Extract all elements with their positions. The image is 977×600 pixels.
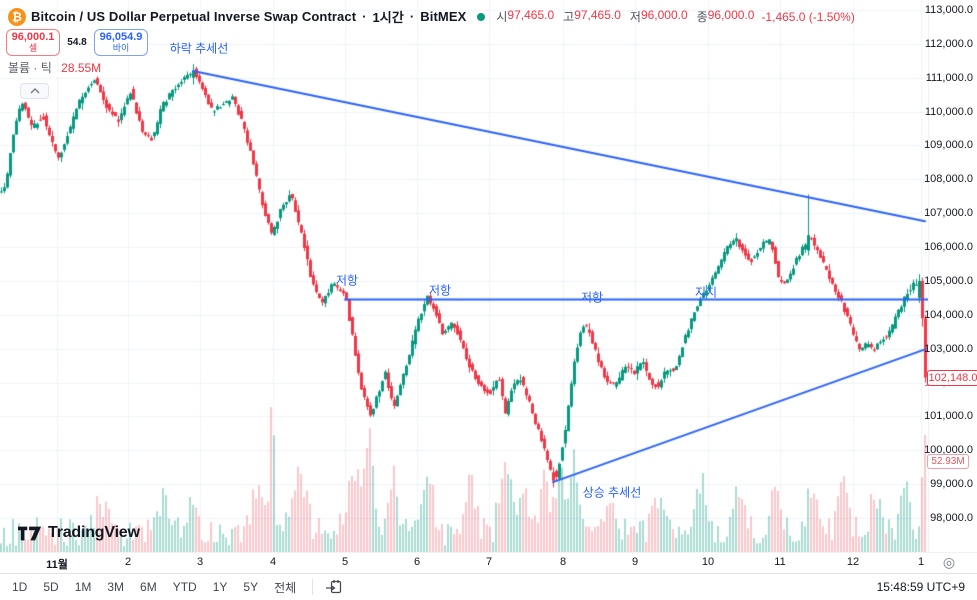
price-axis-label: 103,000.0 (924, 342, 973, 355)
price-axis-label: 110,000.0 (924, 105, 973, 118)
price-axis-label: 108,000.0 (924, 173, 973, 186)
sell-button[interactable]: 96,000.1 셀 (6, 29, 60, 56)
trade-buttons-panel: 96,000.1 셀 54.8 96,054.9 바이 (6, 29, 148, 56)
range-button-ytd[interactable]: YTD (172, 580, 197, 594)
range-button-3m[interactable]: 3M (107, 580, 125, 594)
trendline-label[interactable]: 지지 (694, 285, 718, 300)
time-axis-label: 7 (485, 556, 493, 568)
market-open-status-icon (477, 12, 486, 21)
trendline-label[interactable]: 저항 (428, 283, 452, 298)
calendar-arrow-icon (326, 580, 342, 594)
buy-button[interactable]: 96,054.9 바이 (94, 29, 148, 56)
chart-legend-header: ₿ Bitcoin / US Dollar Perpetual Inverse … (8, 7, 855, 26)
range-button-5d[interactable]: 5D (43, 580, 59, 594)
current-price-tag: 102,148.0 (927, 369, 977, 386)
price-axis-label: 101,000.0 (924, 410, 973, 423)
price-chart-canvas[interactable] (0, 0, 928, 552)
time-axis-label: 12 (846, 556, 860, 568)
volume-value-tag: 52.93M (927, 454, 969, 469)
ohlc-values: 시 97,465.0 고 97,465.0 저 96,000.0 종 96,000.0 (496, 8, 754, 25)
price-axis-label: 105,000.0 (924, 274, 973, 287)
buy-price: 96,054.9 (99, 31, 143, 43)
range-button-1d[interactable]: 1D (12, 580, 28, 594)
ohlc-item: 고 97,465.0 (563, 8, 621, 24)
range-button-1m[interactable]: 1M (74, 580, 92, 594)
time-axis-label: 3 (196, 556, 204, 568)
price-axis-label: 98,000.0 (930, 512, 973, 524)
volume-legend-value: 28.55M (61, 61, 102, 75)
range-button-1y[interactable]: 1Y (212, 580, 228, 594)
time-axis-label: 6 (413, 556, 421, 568)
exchange-label[interactable]: BitMEX (420, 9, 467, 24)
price-axis-label: 106,000.0 (924, 241, 973, 254)
tradingview-logo-text: TradingView (48, 524, 140, 541)
price-axis-label: 104,000.0 (924, 308, 973, 321)
collapse-pane-button[interactable] (20, 83, 49, 99)
trendline-label[interactable]: 저항 (580, 290, 604, 305)
price-axis-label: 107,000.0 (924, 207, 973, 220)
interval-label[interactable]: 1시간 (372, 10, 404, 25)
bitcoin-icon: ₿ (8, 7, 26, 26)
range-button-전체[interactable]: 전체 (274, 580, 297, 595)
trendline-label[interactable]: 하락 추세선 (169, 41, 229, 56)
volume-legend-label: 볼륨 · 틱 (8, 61, 52, 75)
price-axis-label: 112,000.0 (924, 37, 973, 50)
spread-value: 54.8 (67, 37, 87, 48)
time-axis-label: 1 (917, 556, 925, 568)
ohlc-item: 종 96,000.0 (696, 8, 755, 24)
tradingview-logo[interactable]: TradingView (18, 524, 140, 542)
ohlc-item: 저 96,000.0 (629, 8, 688, 24)
buy-label: 바이 (112, 42, 130, 53)
price-axis-label: 100,000.0 (924, 444, 973, 457)
title-separator: · (409, 9, 415, 24)
sell-label: 셀 (28, 42, 38, 53)
price-axis-label: 113,000.0 (924, 4, 973, 16)
symbol-title[interactable]: Bitcoin / US Dollar Perpetual Inverse Sw… (31, 9, 357, 24)
time-axis[interactable]: ◎ 11월 2 3 4 5 6 7 8 9 10 11 12 1 (0, 552, 977, 573)
bottom-toolbar: 1D 5D 1M 3M 6M YTD 1Y 5Y 전체 15:48:59 UTC+9 (0, 573, 977, 600)
chevron-up-icon (30, 88, 39, 94)
time-axis-label: 9 (631, 556, 639, 568)
title-separator: · (362, 9, 367, 24)
time-axis-label: 10 (701, 556, 715, 568)
time-axis-label: 11 (774, 556, 786, 568)
sell-price: 96,000.1 (11, 31, 55, 43)
ohlc-item: 시 97,465.0 (496, 8, 555, 24)
tradingview-logo-icon (18, 526, 42, 540)
trendline-label[interactable]: 저항 (335, 273, 359, 288)
price-axis-label: 99,000.0 (930, 478, 973, 491)
trendline-label[interactable]: 상승 추세선 (582, 485, 642, 500)
price-axis-label: 111,000.0 (925, 71, 973, 84)
time-axis-label: 5 (341, 556, 349, 568)
price-change: -1,465.0 (-1.50%) (761, 9, 855, 24)
time-axis-label: 4 (269, 556, 277, 568)
price-axis-label: 109,000.0 (924, 139, 973, 152)
volume-legend[interactable]: 볼륨 · 틱 28.55M (8, 59, 101, 76)
range-button-6m[interactable]: 6M (140, 580, 157, 594)
time-axis-label: 11월 (46, 559, 68, 571)
toolbar-divider (312, 579, 314, 595)
price-axis[interactable]: 102,148.0 52.93M 113,000.0 112,000.0 111,0… (924, 0, 977, 552)
time-axis-label: 8 (559, 556, 567, 568)
go-to-realtime-icon[interactable]: ◎ (942, 555, 956, 571)
time-axis-label: 2 (124, 556, 132, 568)
range-button-5y[interactable]: 5Y (243, 580, 259, 594)
go-to-date-button[interactable] (321, 577, 347, 597)
clock-display: 15:48:59 UTC+9 (876, 580, 965, 594)
